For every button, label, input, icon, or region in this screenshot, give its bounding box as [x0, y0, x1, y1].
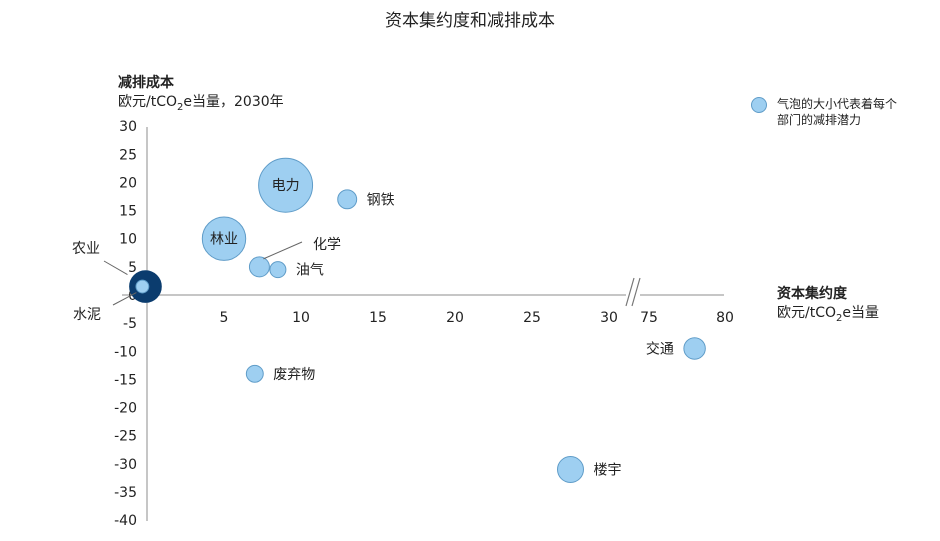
y-axis-unit-suffix: e当量，2030年 — [183, 94, 283, 110]
y-tick-label: 30 — [119, 119, 137, 135]
y-tick-label: 10 — [119, 232, 137, 248]
y-axis-unit-prefix: 欧元/tCO — [118, 94, 177, 110]
legend-text-line2: 部门的减排潜力 — [777, 112, 861, 127]
x-axis-break-mark — [631, 277, 641, 307]
bubbles — [129, 157, 706, 483]
y-axis-unit: 欧元/tCO2e当量，2030年 — [118, 94, 284, 113]
leader-line — [263, 241, 303, 260]
x-axis-unit: 欧元/tCO2e当量 — [777, 305, 879, 324]
x-tick-label: 15 — [369, 310, 387, 326]
bubble-label-8: 废弃物 — [273, 367, 315, 383]
leader-line — [103, 260, 128, 275]
y-tick-label: -5 — [123, 316, 137, 332]
bubble-label-9: 交通 — [646, 340, 674, 357]
legend-bubble-icon — [751, 97, 767, 113]
y-tick-label: 5 — [128, 260, 137, 276]
y-tick-label: -25 — [114, 429, 137, 445]
x-tick-label: 30 — [600, 310, 618, 326]
bubble-label-10: 楼宇 — [593, 462, 621, 478]
bubble-label-6: 农业 — [72, 241, 100, 257]
y-tick-label: -15 — [114, 372, 137, 388]
y-axis-unit-sub: 2 — [177, 102, 183, 113]
bubble-label-3: 钢铁 — [367, 192, 395, 208]
bubble-2 — [201, 216, 247, 261]
y-tick-label: -30 — [114, 457, 137, 473]
bubble-1 — [258, 157, 314, 213]
x-axis-unit-suffix: e当量 — [842, 305, 879, 321]
y-tick-label: 15 — [119, 204, 137, 220]
bubble-label-4: 化学 — [313, 237, 341, 253]
bubble-label-1: 电力 — [272, 178, 300, 194]
y-axis-title: 减排成本 — [118, 74, 175, 91]
y-tick-label: -40 — [114, 513, 137, 529]
legend-text-line1: 气泡的大小代表着每个 — [777, 96, 897, 111]
bubble-9 — [683, 337, 706, 360]
bubble-10 — [557, 455, 584, 483]
bubble-4 — [248, 256, 270, 278]
y-tick-label: -35 — [114, 485, 137, 501]
x-tick-label: 20 — [446, 310, 464, 326]
bubble-label-2: 林业 — [210, 232, 238, 248]
bubble-8 — [245, 364, 264, 383]
bubble-label-7: 水泥 — [73, 307, 101, 323]
x-axis-unit-sub: 2 — [836, 313, 842, 324]
bubble-7 — [135, 279, 150, 294]
y-tick-label: 20 — [119, 175, 137, 191]
bubble-label-5: 油气 — [296, 263, 324, 279]
x-axis-break-mark — [625, 277, 635, 307]
axes: 302520151050-5-10-15-20-25-30-35-4051015… — [114, 119, 734, 529]
leader-line — [112, 292, 137, 306]
x-axis-title: 资本集约度 — [777, 285, 848, 302]
x-tick-label: 5 — [220, 310, 229, 326]
y-tick-label: 25 — [119, 147, 137, 163]
x-tick-label: 75 — [640, 310, 658, 326]
chart-title: 资本集约度和减排成本 — [385, 11, 555, 31]
x-tick-label: 80 — [716, 310, 734, 326]
bubble-5 — [269, 261, 287, 279]
legend: 气泡的大小代表着每个 部门的减排潜力 — [751, 96, 897, 127]
x-axis-unit-prefix: 欧元/tCO — [777, 305, 836, 321]
x-tick-label: 10 — [292, 310, 310, 326]
x-tick-label: 25 — [523, 310, 541, 326]
y-tick-label: -20 — [114, 401, 137, 417]
bubble-3 — [337, 189, 358, 210]
y-tick-label: -10 — [114, 344, 137, 360]
